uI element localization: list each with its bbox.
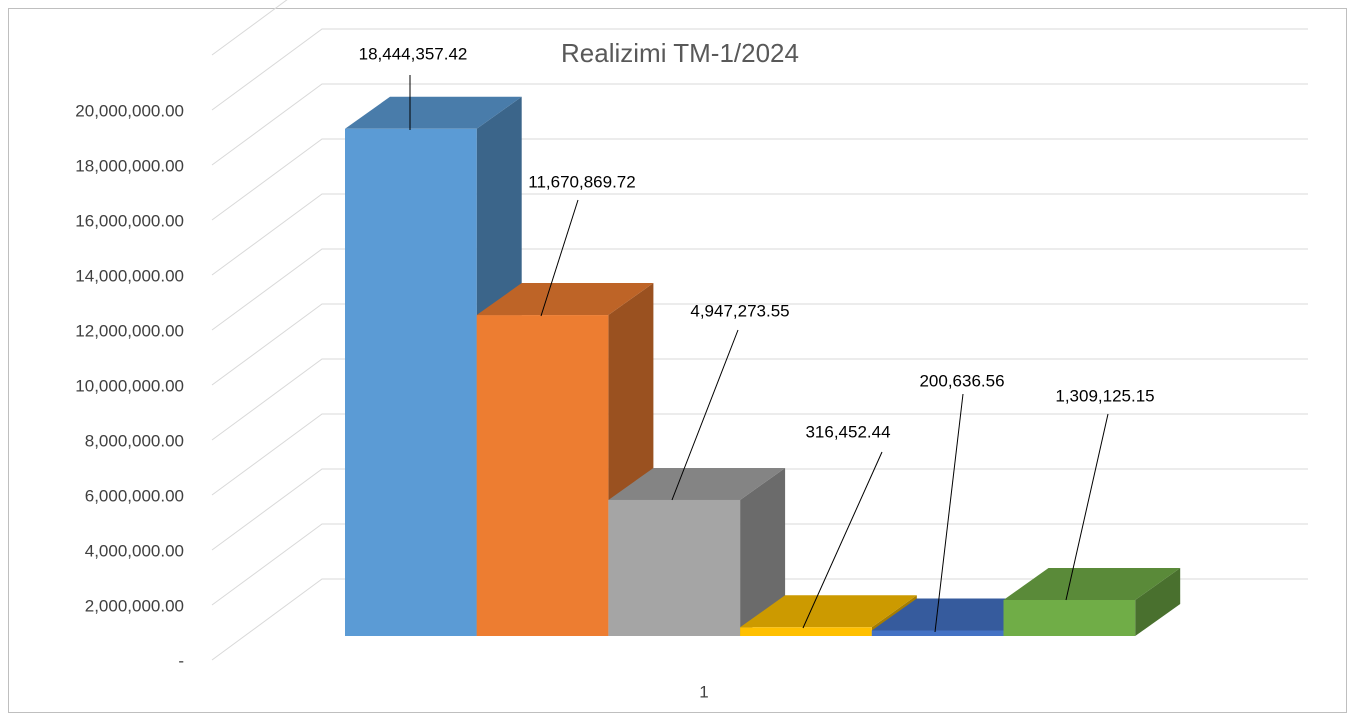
leader-line xyxy=(934,393,964,633)
y-tick-label: 2,000,000.00 xyxy=(85,596,184,615)
grid-line xyxy=(211,413,1308,496)
grid-line xyxy=(211,193,1308,276)
data-label: 200,636.56 xyxy=(919,371,1004,390)
y-tick-label: 8,000,000.00 xyxy=(85,431,184,450)
bar-side xyxy=(1135,567,1181,636)
grid-line xyxy=(211,28,1308,111)
leader-line xyxy=(1065,413,1109,601)
data-label: 11,670,869.72 xyxy=(528,172,635,191)
x-tick-label: 1 xyxy=(699,682,708,701)
y-tick-label: 18,000,000.00 xyxy=(75,156,184,175)
grid-line xyxy=(211,83,1308,166)
grid-line xyxy=(211,523,1308,606)
grid-line xyxy=(211,138,1308,221)
y-tick-label: 14,000,000.00 xyxy=(75,266,184,285)
bar xyxy=(740,627,872,636)
leader-line xyxy=(671,329,739,501)
bar-top xyxy=(476,283,654,316)
leader-line xyxy=(802,451,883,629)
grid-line xyxy=(211,303,1308,386)
data-label: 18,444,357.42 xyxy=(359,44,468,63)
grid-line xyxy=(211,0,288,56)
y-tick-label: 10,000,000.00 xyxy=(75,376,184,395)
bar xyxy=(476,315,609,636)
grid-line xyxy=(211,578,1308,661)
bar xyxy=(871,630,1004,636)
bar-top xyxy=(740,595,917,628)
y-tick-label: 4,000,000.00 xyxy=(85,541,184,560)
bar-top xyxy=(345,96,522,129)
bar xyxy=(345,128,477,637)
grid-line xyxy=(211,358,1308,441)
y-tick-label: 6,000,000.00 xyxy=(85,486,184,505)
data-label: 4,947,273.55 xyxy=(690,301,789,320)
data-label: 316,452.44 xyxy=(805,422,890,441)
bar xyxy=(1003,599,1136,636)
leader-line xyxy=(540,199,579,317)
y-tick-label: 16,000,000.00 xyxy=(75,211,184,230)
bar xyxy=(608,499,741,636)
chart-title: Realizimi TM-1/2024 xyxy=(561,38,799,68)
y-tick-label: 20,000,000.00 xyxy=(75,101,184,120)
y-tick-label: 12,000,000.00 xyxy=(75,321,184,340)
grid-line xyxy=(211,248,1308,331)
data-label: 1,309,125.15 xyxy=(1055,386,1154,405)
bar-top xyxy=(608,467,786,500)
bar-top xyxy=(1003,567,1181,600)
bar-side xyxy=(740,467,786,636)
y-tick-label: - xyxy=(178,651,184,670)
grid-line xyxy=(211,468,1308,551)
